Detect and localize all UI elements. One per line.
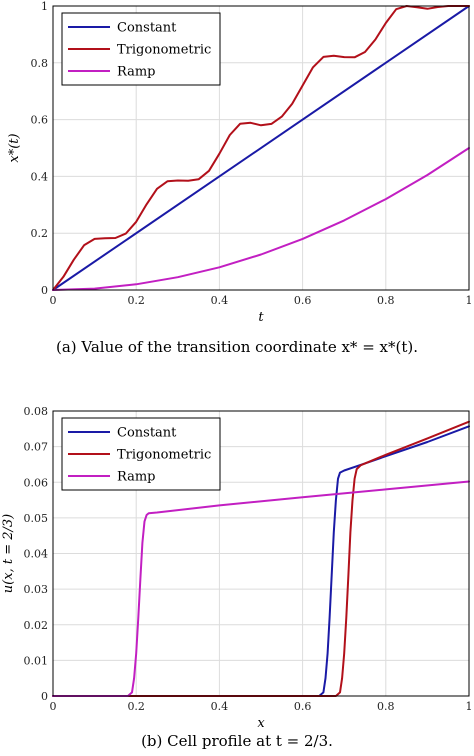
- chart-a-legend-label-ramp: Ramp: [117, 65, 156, 80]
- chart-b-y-tick-label: 0.03: [24, 583, 49, 596]
- chart-a-y-axis-label: x*(t): [7, 133, 22, 162]
- chart-b-legend-label-ramp: Ramp: [117, 470, 156, 485]
- chart-a-y-tick-label: 0.4: [31, 170, 49, 183]
- chart-b-y-tick-label: 0.02: [24, 619, 49, 632]
- chart-b-x-tick-label: 1: [466, 700, 473, 713]
- chart-b-y-tick-label: 0.04: [24, 548, 49, 561]
- chart-cell-profile: 0 0.2 0.4 0.6 0.8 1 0 0.01 0.02 0.03 0.04 0.05 0.06 0…: [1, 405, 473, 730]
- chart-b-y-tick-label: 0.06: [24, 476, 49, 489]
- chart-b-plot-frame: [52, 410, 470, 697]
- chart-a-x-tick-label: 0.2: [127, 294, 145, 307]
- chart-a-y-tick-label: 0.8: [31, 57, 49, 70]
- chart-a-series-trigonometric: [52, 5, 470, 291]
- chart-a-x-tick-label: 0.4: [211, 294, 229, 307]
- chart-a-legend-label-trigonometric: Trigonometric: [117, 43, 211, 58]
- chart-a-series-ramp: [52, 147, 470, 291]
- chart-b-y-tick-label: 0.08: [24, 405, 49, 418]
- chart-b-legend-label-constant: Constant: [117, 426, 177, 441]
- chart-a-x-axis-label: t: [258, 310, 264, 325]
- chart-b-legend-label-trigonometric: Trigonometric: [117, 448, 211, 463]
- chart-b-x-tick-label: 0.4: [211, 700, 229, 713]
- chart-a-x-tick-label: 0.6: [294, 294, 312, 307]
- chart-a-legend-label-constant: Constant: [117, 21, 177, 36]
- chart-b-y-tick-label: 0.05: [24, 512, 49, 525]
- chart-b-x-tick-label: 0.6: [294, 700, 312, 713]
- chart-a-x-tick-label: 1: [466, 294, 473, 307]
- chart-a-series-constant: [52, 5, 470, 291]
- chart-b-y-axis-label: u(x, t = 2/3): [1, 514, 16, 593]
- chart-b-series-ramp: [52, 480, 470, 697]
- chart-b-x-tick-label: 0.8: [377, 700, 395, 713]
- caption-b: (b) Cell profile at t = 2/3.: [141, 732, 333, 750]
- chart-a-y-tick-label: 1: [41, 0, 48, 13]
- chart-a-plot-frame: [52, 5, 470, 291]
- chart-b-y-tick-label: 0.01: [24, 654, 49, 667]
- chart-b-y-tick-label: 0: [41, 690, 48, 703]
- chart-a-x-tick-label: 0: [50, 294, 57, 307]
- chart-a-y-tick-label: 0.2: [31, 227, 49, 240]
- chart-b-series-trigonometric: [52, 420, 470, 697]
- caption-a: (a) Value of the transition coordinate x…: [55, 338, 418, 356]
- chart-a-y-tick-label: 0: [41, 284, 48, 297]
- chart-b-x-tick-label: 0.2: [127, 700, 145, 713]
- chart-b-x-tick-label: 0: [50, 700, 57, 713]
- chart-a-x-tick-label: 0.8: [377, 294, 395, 307]
- chart-b-y-tick-label: 0.07: [24, 441, 49, 454]
- chart-b-x-axis-label: x: [257, 716, 265, 730]
- chart-transition-coordinate: 0 0.2 0.4 0.6 0.8 1 0 0.2 0.4 0.6 0.8 1 t x*(t) Consta…: [7, 0, 473, 325]
- chart-a-y-tick-label: 0.6: [31, 114, 49, 127]
